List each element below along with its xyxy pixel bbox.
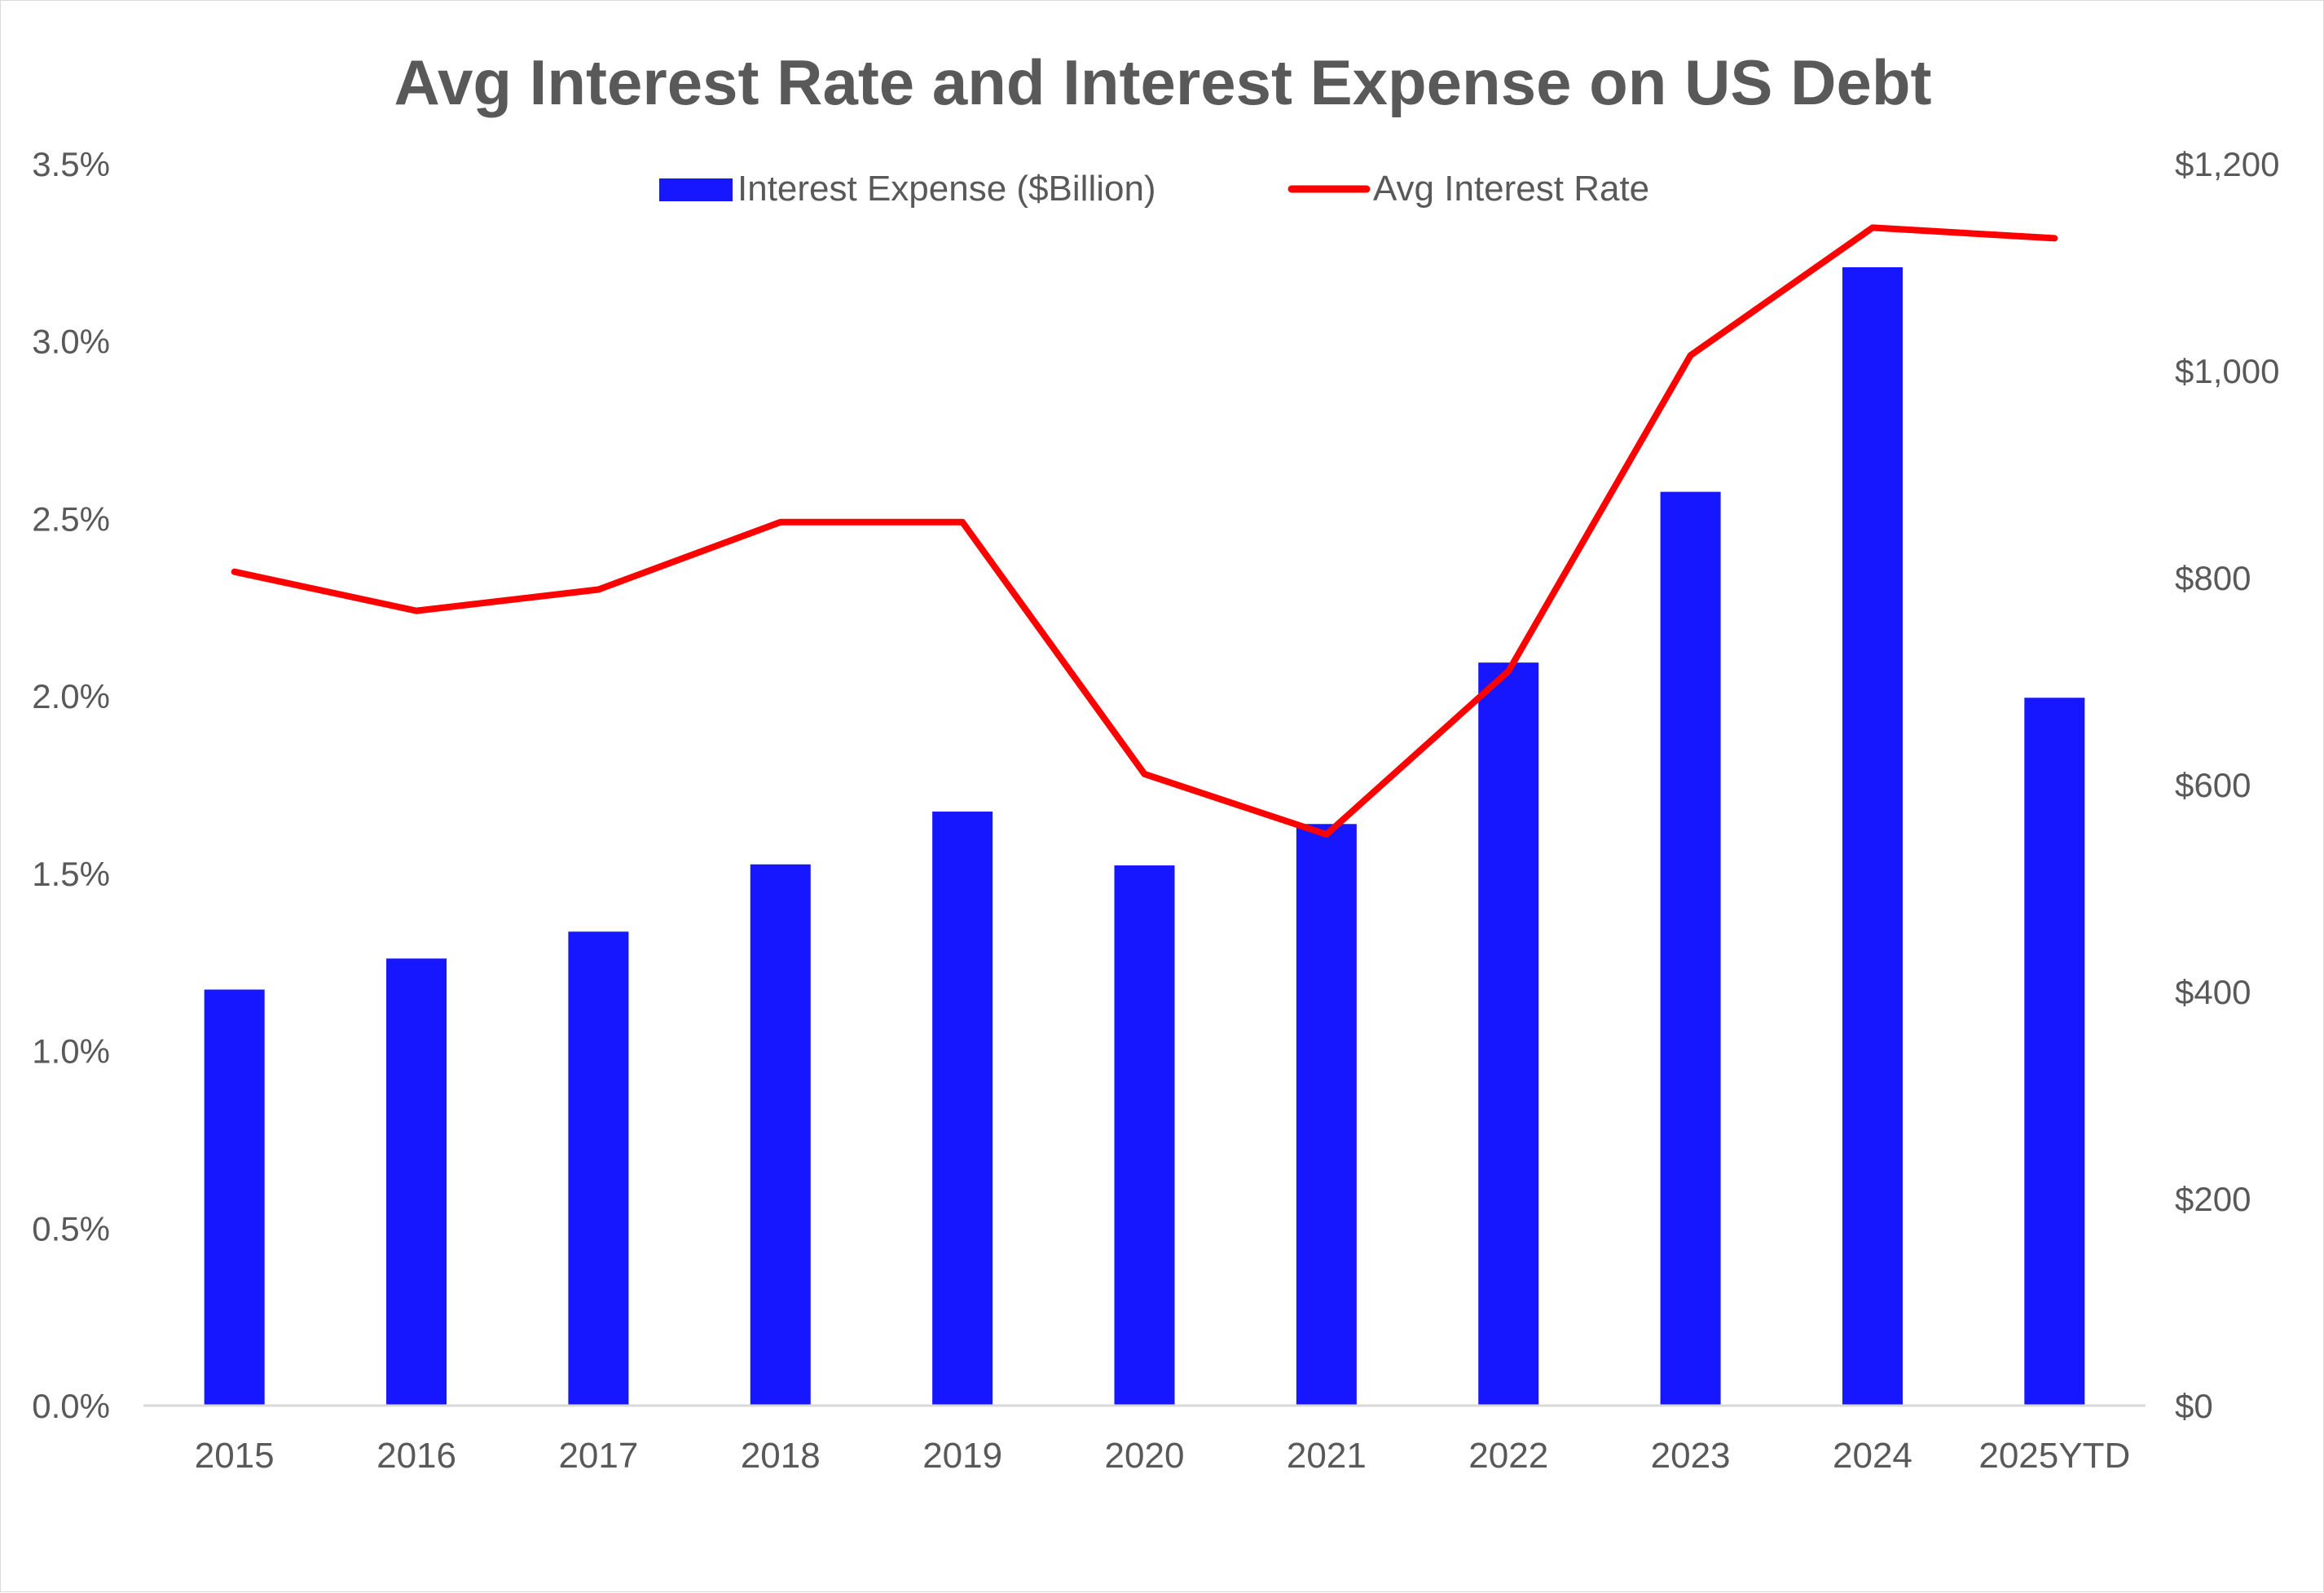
x-tick-label: 2024	[1833, 1436, 1912, 1476]
left-tick-label: 0.5%	[32, 1209, 110, 1248]
left-tick-label: 0.0%	[32, 1387, 110, 1425]
right-axis: $0 $200 $400 $600 $800 $1,000 $1,200	[2175, 145, 2279, 1425]
bar-2022	[1478, 662, 1538, 1406]
bar-2015	[205, 989, 265, 1406]
bar-2016	[386, 958, 447, 1406]
x-tick-label: 2022	[1468, 1436, 1548, 1476]
legend: Interest Expense ($Billion) Avg Interest…	[659, 169, 1649, 209]
right-tick-label: $1,200	[2175, 145, 2279, 183]
x-tick-label: 2020	[1105, 1436, 1185, 1476]
bar-2018	[750, 865, 811, 1406]
right-tick-label: $400	[2175, 973, 2251, 1011]
left-tick-label: 3.5%	[32, 145, 110, 183]
bar-2025YTD	[2024, 697, 2084, 1406]
legend-label-avg-interest-rate: Avg Interest Rate	[1373, 169, 1649, 209]
bar-2017	[568, 931, 628, 1406]
left-axis: 0.0% 0.5% 1.0% 1.5% 2.0% 2.5% 3.0% 3.5%	[32, 145, 110, 1425]
bar-2021	[1296, 824, 1357, 1406]
legend-swatch-bar	[659, 178, 733, 201]
x-tick-label: 2016	[376, 1436, 456, 1476]
right-tick-label: $1,000	[2175, 352, 2279, 390]
x-tick-label: 2021	[1287, 1436, 1367, 1476]
left-tick-label: 1.0%	[32, 1032, 110, 1071]
avg-interest-rate-line	[235, 227, 2055, 834]
right-tick-label: $800	[2175, 559, 2251, 597]
bar-2024	[1842, 267, 1903, 1406]
chart-title: Avg Interest Rate and Interest Expense o…	[394, 46, 1932, 118]
x-tick-label: 2025YTD	[1978, 1436, 2130, 1476]
x-tick-label: 2019	[922, 1436, 1002, 1476]
bar-2019	[932, 812, 993, 1406]
right-tick-label: $600	[2175, 766, 2251, 804]
left-tick-label: 2.5%	[32, 499, 110, 538]
bar-2020	[1115, 865, 1175, 1406]
left-tick-label: 3.0%	[32, 323, 110, 361]
x-tick-label: 2023	[1651, 1436, 1731, 1476]
bar-2023	[1661, 492, 1721, 1406]
x-axis: 2015 2016 2017 2018 2019 2020 2021 2022 2023 2024…	[195, 1436, 2131, 1476]
line-series	[235, 227, 2055, 834]
bar-series	[205, 267, 2085, 1406]
legend-label-interest-expense: Interest Expense ($Billion)	[737, 169, 1156, 209]
right-tick-label: $0	[2175, 1387, 2213, 1425]
x-tick-label: 2017	[558, 1436, 638, 1476]
x-tick-label: 2018	[741, 1436, 821, 1476]
left-tick-label: 2.0%	[32, 677, 110, 715]
right-tick-label: $200	[2175, 1180, 2251, 1218]
left-tick-label: 1.5%	[32, 855, 110, 893]
x-tick-label: 2015	[195, 1436, 275, 1476]
